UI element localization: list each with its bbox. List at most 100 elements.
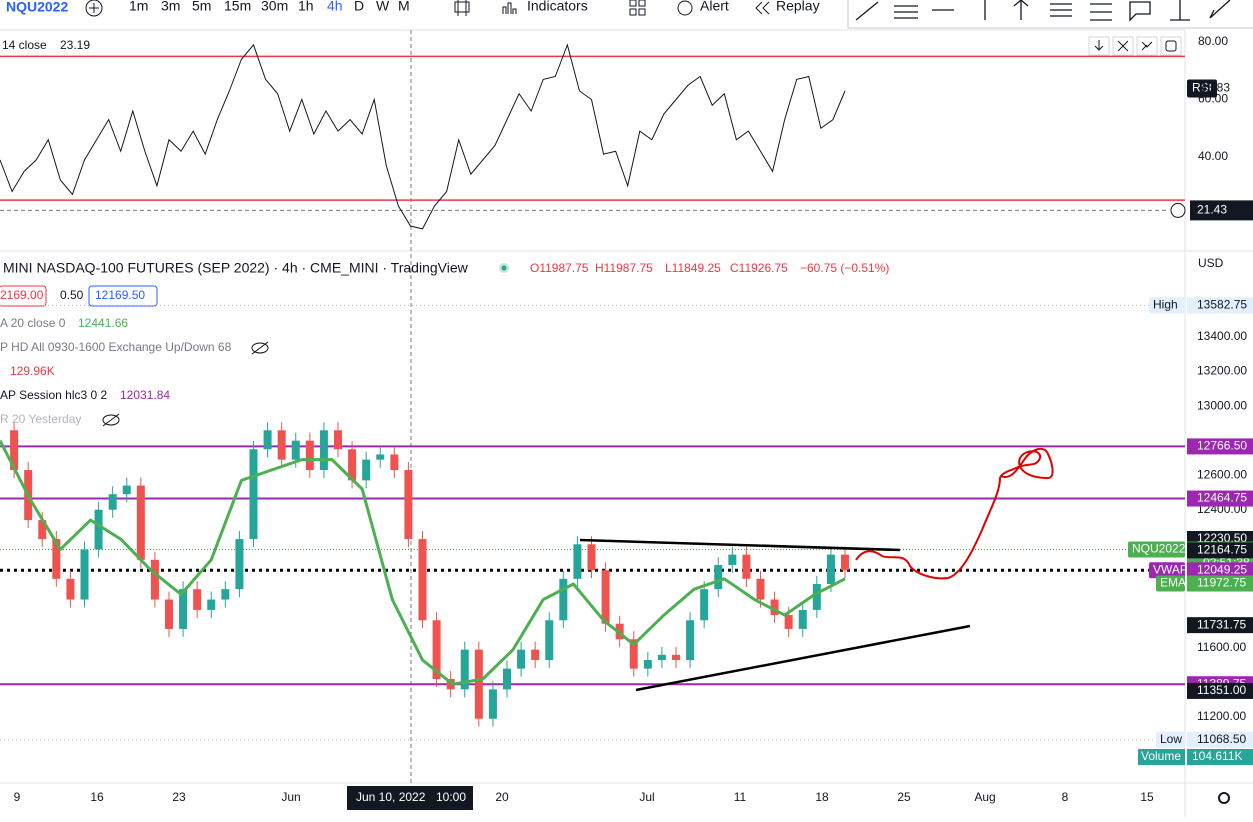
indicators-icon: [502, 2, 517, 14]
interval[interactable]: 5m: [192, 0, 211, 14]
rsi-legend: 14 close: [2, 38, 47, 52]
interval[interactable]: M: [398, 0, 410, 14]
freehand-drawing[interactable]: [855, 447, 1054, 580]
interval[interactable]: 1h: [298, 0, 314, 14]
candle: [136, 485, 145, 560]
buy-box[interactable]: [88, 285, 158, 307]
currency[interactable]: USD: [1198, 256, 1224, 270]
alert-button[interactable]: Alert: [700, 0, 729, 14]
rsi-legend-value: 23.19: [60, 38, 90, 52]
candle: [362, 459, 371, 481]
pane-maximize-icon: [1165, 40, 1177, 52]
bid[interactable]: 2169.00: [0, 288, 44, 302]
candle: [798, 609, 807, 629]
time-axis: 9 16 23 Jun 20 Jul 11 18 25 Aug 8 15: [14, 790, 1154, 804]
candle: [263, 430, 272, 450]
volume-value-box: [1187, 749, 1253, 765]
indicator-name: A 20 close 0: [0, 316, 66, 330]
chart-type-box: [454, 1, 470, 13]
time-label: 23: [172, 790, 186, 804]
sell-box[interactable]: [0, 285, 47, 307]
fib-tool[interactable]: [894, 5, 918, 19]
volume-tag-box: [1138, 749, 1185, 765]
indicator-name: R 20 Yesterday: [0, 412, 81, 426]
candle: [686, 620, 695, 660]
channel-tool[interactable]: [1050, 3, 1072, 17]
trend-tool[interactable]: [855, 1, 879, 21]
axis-value: 13582.75: [1197, 298, 1247, 312]
candle: [150, 559, 159, 600]
layout-icon[interactable]: [629, 0, 637, 7]
pane-maximize[interactable]: [1160, 36, 1182, 56]
drawing-toolbar: [847, 0, 1253, 29]
pane-down-icon: [1094, 40, 1104, 51]
pane-collapse[interactable]: [1136, 36, 1158, 56]
candle: [179, 589, 188, 629]
pane-down[interactable]: [1088, 36, 1110, 56]
interval[interactable]: 4h: [327, 0, 343, 14]
note-tool[interactable]: [1129, 1, 1151, 22]
axis-value-box: [1187, 731, 1253, 748]
axis-value: 11972.75: [1197, 576, 1246, 590]
pane-close[interactable]: [1112, 36, 1134, 56]
crosshair-price-box: [1190, 200, 1253, 221]
pitch-tool[interactable]: [1090, 3, 1112, 21]
interval[interactable]: D: [354, 0, 364, 14]
candle: [404, 470, 413, 540]
candle: [531, 649, 540, 660]
time-label: Jul: [639, 790, 654, 804]
crosshair-time-box: [347, 786, 473, 810]
axis-value: 12049.25: [1197, 562, 1247, 576]
symbol[interactable]: NQU2022: [6, 0, 68, 15]
interval[interactable]: W: [376, 0, 390, 14]
candle: [348, 449, 357, 481]
arrow-tool[interactable]: [1013, 0, 1029, 20]
candle: [672, 654, 680, 660]
interval[interactable]: 3m: [161, 0, 180, 14]
ohlc: O11987.75 H11987.75 L11849.25 C11926.75 −60.…: [530, 261, 889, 275]
replay-button[interactable]: Replay: [776, 0, 820, 14]
axis-value-box: [1187, 542, 1253, 559]
crosshair-plus[interactable]: [1170, 202, 1186, 218]
interval[interactable]: 30m: [261, 0, 288, 14]
time-label: 11: [734, 790, 747, 804]
brush-tool[interactable]: [1209, 0, 1231, 19]
candle: [165, 599, 173, 629]
candles: [0, 422, 849, 727]
axis-tag: VWAP: [1153, 562, 1188, 576]
trendline[interactable]: [635, 624, 971, 692]
time-label: 16: [90, 790, 104, 804]
interval[interactable]: 15m: [224, 0, 251, 14]
toolbar: NQU2022 1m 3m 5m 15m 30m 1h 4h D W M Indicators A…: [0, 0, 1253, 29]
layout-icon: [638, 0, 646, 7]
candle: [643, 660, 652, 669]
candle: [629, 639, 638, 669]
chart-type-icon[interactable]: [457, 0, 467, 16]
candle: [756, 578, 765, 600]
axis-value-box: [1187, 438, 1253, 455]
hidden-icon-slash: [102, 413, 120, 427]
hidden-icon-slash: [251, 341, 269, 355]
axis-value: 11068.50: [1197, 732, 1246, 746]
candle: [249, 449, 258, 540]
settings-icon[interactable]: [1218, 792, 1230, 804]
hidden-icon[interactable]: [102, 414, 120, 426]
hidden-icon[interactable]: [251, 342, 269, 354]
add-symbol-icon[interactable]: [85, 0, 103, 17]
candle: [601, 570, 610, 624]
measure-tool[interactable]: [1170, 0, 1190, 21]
interval[interactable]: 1m: [129, 0, 148, 14]
candle: [517, 649, 526, 669]
ohlc-value: −60.75 (−0.51%): [800, 261, 889, 275]
axis-tag-box: [1156, 731, 1185, 748]
time-label: 18: [815, 790, 829, 804]
indicators-button[interactable]: Indicators: [527, 0, 588, 14]
indicator-value: 12031.84: [120, 388, 170, 402]
candle: [221, 589, 230, 600]
axis-value-box: [1187, 617, 1253, 634]
axis-tag: NQU2022: [1132, 542, 1186, 556]
ask[interactable]: 12169.50: [95, 288, 145, 302]
trendline[interactable]: [579, 538, 901, 552]
pane-buttons: [1088, 36, 1182, 56]
